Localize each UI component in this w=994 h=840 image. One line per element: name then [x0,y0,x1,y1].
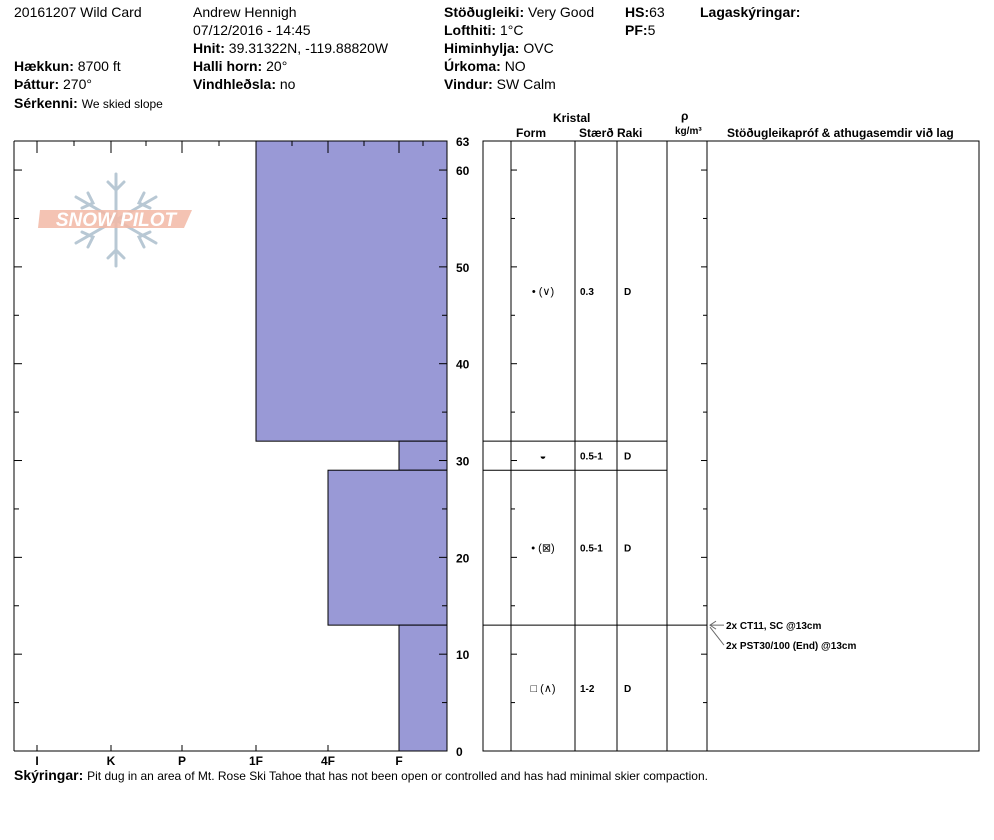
y-tick-label: 10 [456,648,470,662]
elevation: Hækkun: 8700 ft [14,58,121,74]
coordinates: Hnit: 39.31322N, -119.88820W [193,40,389,56]
layer-table: • (∨) 0.3 D ◒ 0.5-1 D • (⊠) 0.5-1 D □ (∧) 1-2 D [482,140,980,752]
x-tick-label: I [35,754,38,768]
sky-cover: Himinhylja: OVC [444,40,554,56]
y-tick-label: 30 [456,455,470,469]
hardness-bar [398,624,448,752]
col-rho: ρ [681,109,689,123]
layer-moisture: D [624,544,631,555]
x-tick-label: P [178,754,186,768]
slope-angle: Halli horn: 20° [193,58,288,74]
layer-form-symbol: ◒ [540,451,547,463]
layer-form-symbol: □ (∧) [530,683,555,695]
layer-form-symbol: • (⊠) [531,543,554,555]
layer-moisture: D [624,287,631,298]
precipitation: Úrkoma: NO [444,58,526,74]
y-tick-label: 0 [456,745,463,759]
col-size: Stærð [579,126,614,140]
col-density: kg/m³ [675,126,702,137]
table-frame [482,140,980,752]
aspect: Þáttur: 270° [14,76,92,92]
y-tick-label: 63 [456,135,470,149]
layer-size: 0.5-1 [580,452,603,463]
hardness-bar [255,140,448,442]
logo-text: SNOW PILOT [56,210,178,231]
x-tick-label: K [107,754,116,768]
hs-total: HS:63 [625,4,665,20]
y-tick-label: 60 [456,164,470,178]
y-tick-label: 50 [456,261,470,275]
col-crystal: Kristal [553,111,591,125]
footer-notes: Skýringar: Pit dug in an area of Mt. Ros… [14,767,708,783]
stability: Stöðugleiki: Very Good [444,4,595,20]
test-result: 2x PST30/100 (End) @13cm [726,641,856,652]
layer-size: 0.3 [580,287,594,298]
test-arrow [709,626,725,646]
layer-form-symbol: • (∨) [532,286,554,298]
layer-moisture: D [624,452,631,463]
x-tick-label: 4F [321,754,335,768]
air-temp: Lofthiti: 1°C [444,22,524,38]
layer-moisture: D [624,684,631,695]
col-tests: Stöðugleikapróf & athugasemdir við lag [727,126,954,140]
pf: PF:5 [625,22,656,38]
legend-label: Lagaskýringar: [700,4,801,20]
x-tick-label: 1F [249,754,263,768]
wind: Vindur: SW Calm [444,76,556,92]
datetime: 07/12/2016 - 14:45 [193,22,311,38]
pit-name: 20161207 Wild Card [14,4,142,20]
y-tick-label: 20 [456,551,470,565]
hardness-bar [327,469,448,626]
hardness-bar [398,440,448,471]
snowpilot-logo: SNOW PILOT [38,170,194,270]
stability-tests: 2x CT11, SC @13cm 2x PST30/100 (End) @13c… [709,620,856,652]
observer: Andrew Hennigh [193,4,297,20]
layer-size: 0.5-1 [580,544,603,555]
snowflake-icon: SNOW PILOT [38,172,192,268]
test-arrow-head [709,620,717,630]
features: Sérkenni: We skied slope [14,95,163,111]
hardness-bars [255,140,448,752]
test-result: 2x CT11, SC @13cm [726,621,821,632]
wind-loading: Vindhleðsla: no [193,76,296,92]
col-moisture: Raki [617,126,643,140]
x-tick-label: F [395,754,402,768]
layer-size: 1-2 [580,684,595,695]
col-form: Form [516,126,546,140]
y-tick-label: 40 [456,358,470,372]
